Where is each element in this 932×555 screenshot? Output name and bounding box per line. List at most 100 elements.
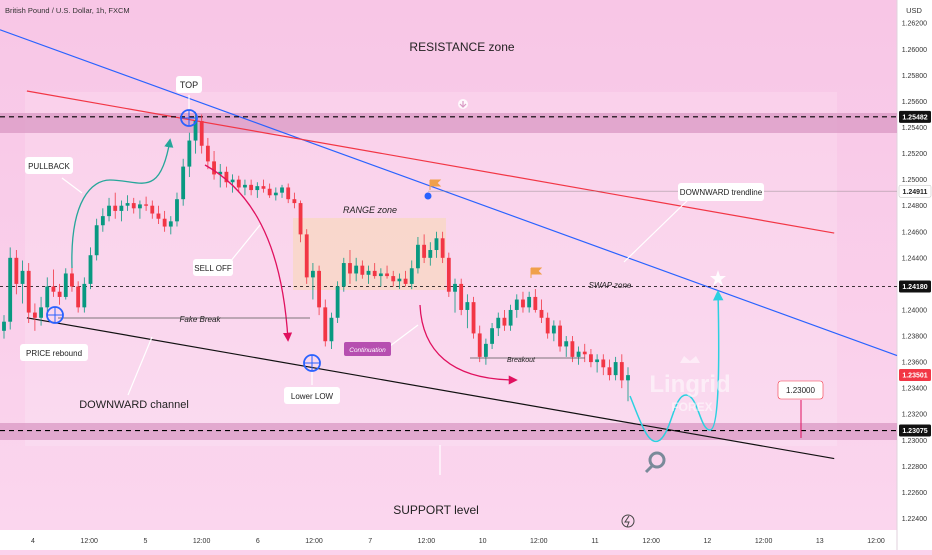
candle-body — [88, 255, 93, 284]
downward-trendline-line — [0, 29, 898, 357]
pullback-arrow — [71, 138, 174, 269]
flag-icon — [429, 179, 442, 190]
symbol-title: British Pound / U.S. Dollar, 1h, FXCM — [5, 6, 130, 15]
support-level-label: SUPPORT level — [393, 503, 479, 517]
price-badge-label: 1.24911 — [903, 189, 928, 196]
watermark-sub: FOREX — [671, 400, 712, 414]
candle-body — [249, 184, 254, 191]
candle-body — [82, 283, 87, 308]
continuation-arrow — [419, 304, 518, 385]
top-label: TOP — [180, 80, 198, 90]
support-zone-band — [0, 423, 897, 440]
candle-body — [576, 351, 581, 357]
candle-body — [243, 184, 247, 188]
resistance-zone-band — [0, 113, 897, 133]
candle-body — [372, 270, 377, 277]
candle-body — [341, 263, 346, 287]
time-axis: 4 12:00 5 12:00 6 12:00 7 12:00 10 12:00 11 12:00 12… — [31, 538, 885, 545]
candle-body — [570, 341, 575, 357]
breakout-label: Breakout — [507, 357, 536, 364]
candle-body — [20, 270, 25, 284]
candle-body — [354, 265, 359, 274]
target-label: 1.23000 — [786, 386, 815, 395]
price-tick-label: 1.22800 — [902, 464, 927, 471]
candle-body — [162, 218, 167, 227]
currency-label[interactable]: USD — [906, 6, 922, 15]
time-tick-label: 12 — [704, 538, 712, 545]
sell-off-callout-line — [229, 224, 261, 263]
star-icon — [710, 270, 726, 286]
price-badge — [899, 368, 931, 381]
candle-body — [551, 325, 556, 334]
candle-body — [45, 286, 50, 308]
time-tick-label: 12:00 — [867, 538, 885, 545]
trendline-callout-line — [623, 197, 691, 263]
candle-body — [230, 179, 235, 183]
candle-body — [39, 307, 43, 318]
downward-channel-label: DOWNWARD channel — [79, 399, 189, 411]
candle-body — [366, 270, 371, 275]
candle-body — [403, 278, 408, 284]
candle-body — [527, 296, 532, 308]
candle-body — [119, 205, 124, 211]
time-axis-panel — [0, 530, 897, 550]
time-tick-label: 5 — [143, 538, 147, 545]
candle-body — [224, 171, 229, 183]
candle-body — [416, 244, 420, 269]
price-tick-label: 1.25000 — [902, 177, 927, 184]
candle-body — [156, 213, 161, 219]
candle-body — [218, 171, 223, 175]
lightning-icon[interactable] — [621, 514, 635, 528]
candle-body — [125, 203, 130, 206]
candle-body — [255, 186, 260, 191]
price-tick-label: 1.26000 — [902, 47, 927, 54]
channel-callout-line — [127, 336, 153, 396]
sell-off-arrow — [204, 164, 293, 342]
candle-body — [453, 283, 457, 292]
candle-body — [70, 273, 74, 287]
price-tick-label: 1.23600 — [902, 360, 927, 367]
candle-body — [205, 145, 210, 162]
projection-path — [629, 289, 724, 443]
candle-body — [261, 186, 266, 189]
price-rebound-label-box — [20, 344, 88, 361]
candle-body — [107, 205, 111, 217]
downward-channel-line — [26, 317, 835, 460]
flag-icon — [530, 267, 543, 278]
candle-body — [422, 244, 427, 258]
crown-icon — [680, 356, 700, 363]
time-tick-label: 12:00 — [80, 538, 98, 545]
candle-body — [175, 199, 179, 222]
price-badges: 1.25482 1.24911 1.24180 1.23501 1.23075 — [898, 110, 932, 437]
pullback-callout-line — [61, 177, 83, 194]
candle-body — [323, 307, 328, 342]
candle-body — [329, 317, 334, 342]
time-tick-label: 12:00 — [642, 538, 660, 545]
candle-body — [193, 120, 198, 141]
candle-body — [619, 362, 624, 381]
candle-body — [508, 309, 513, 326]
price-tick-label: 1.24400 — [902, 255, 927, 262]
target-label-box — [777, 380, 824, 400]
swap-zone-label: SWAP zone — [589, 281, 632, 290]
price-tick-label: 1.24800 — [902, 203, 927, 210]
lightning-glyph — [624, 515, 630, 528]
range-zone-label: RANGE zone — [343, 205, 397, 215]
candle-body — [26, 270, 31, 313]
price-tick-label: 1.24600 — [902, 229, 927, 236]
candle-body — [446, 257, 451, 292]
candle-body — [236, 179, 241, 188]
candle-body — [607, 367, 612, 376]
candle-body — [199, 120, 204, 146]
price-tick-label: 1.26200 — [902, 21, 927, 28]
price-tick-label: 1.22600 — [902, 490, 927, 497]
candle-body — [440, 238, 445, 258]
continuation-callout-line — [389, 324, 419, 347]
candle-body — [138, 204, 142, 209]
magnifier-icon — [648, 451, 666, 469]
candle-body — [51, 286, 56, 292]
price-badge-label: 1.25482 — [902, 114, 927, 121]
resistance-zone-label: RESISTANCE zone — [409, 40, 514, 54]
price-tick-label: 1.25200 — [902, 151, 927, 158]
watermark-brand: Lingrid — [649, 371, 730, 398]
